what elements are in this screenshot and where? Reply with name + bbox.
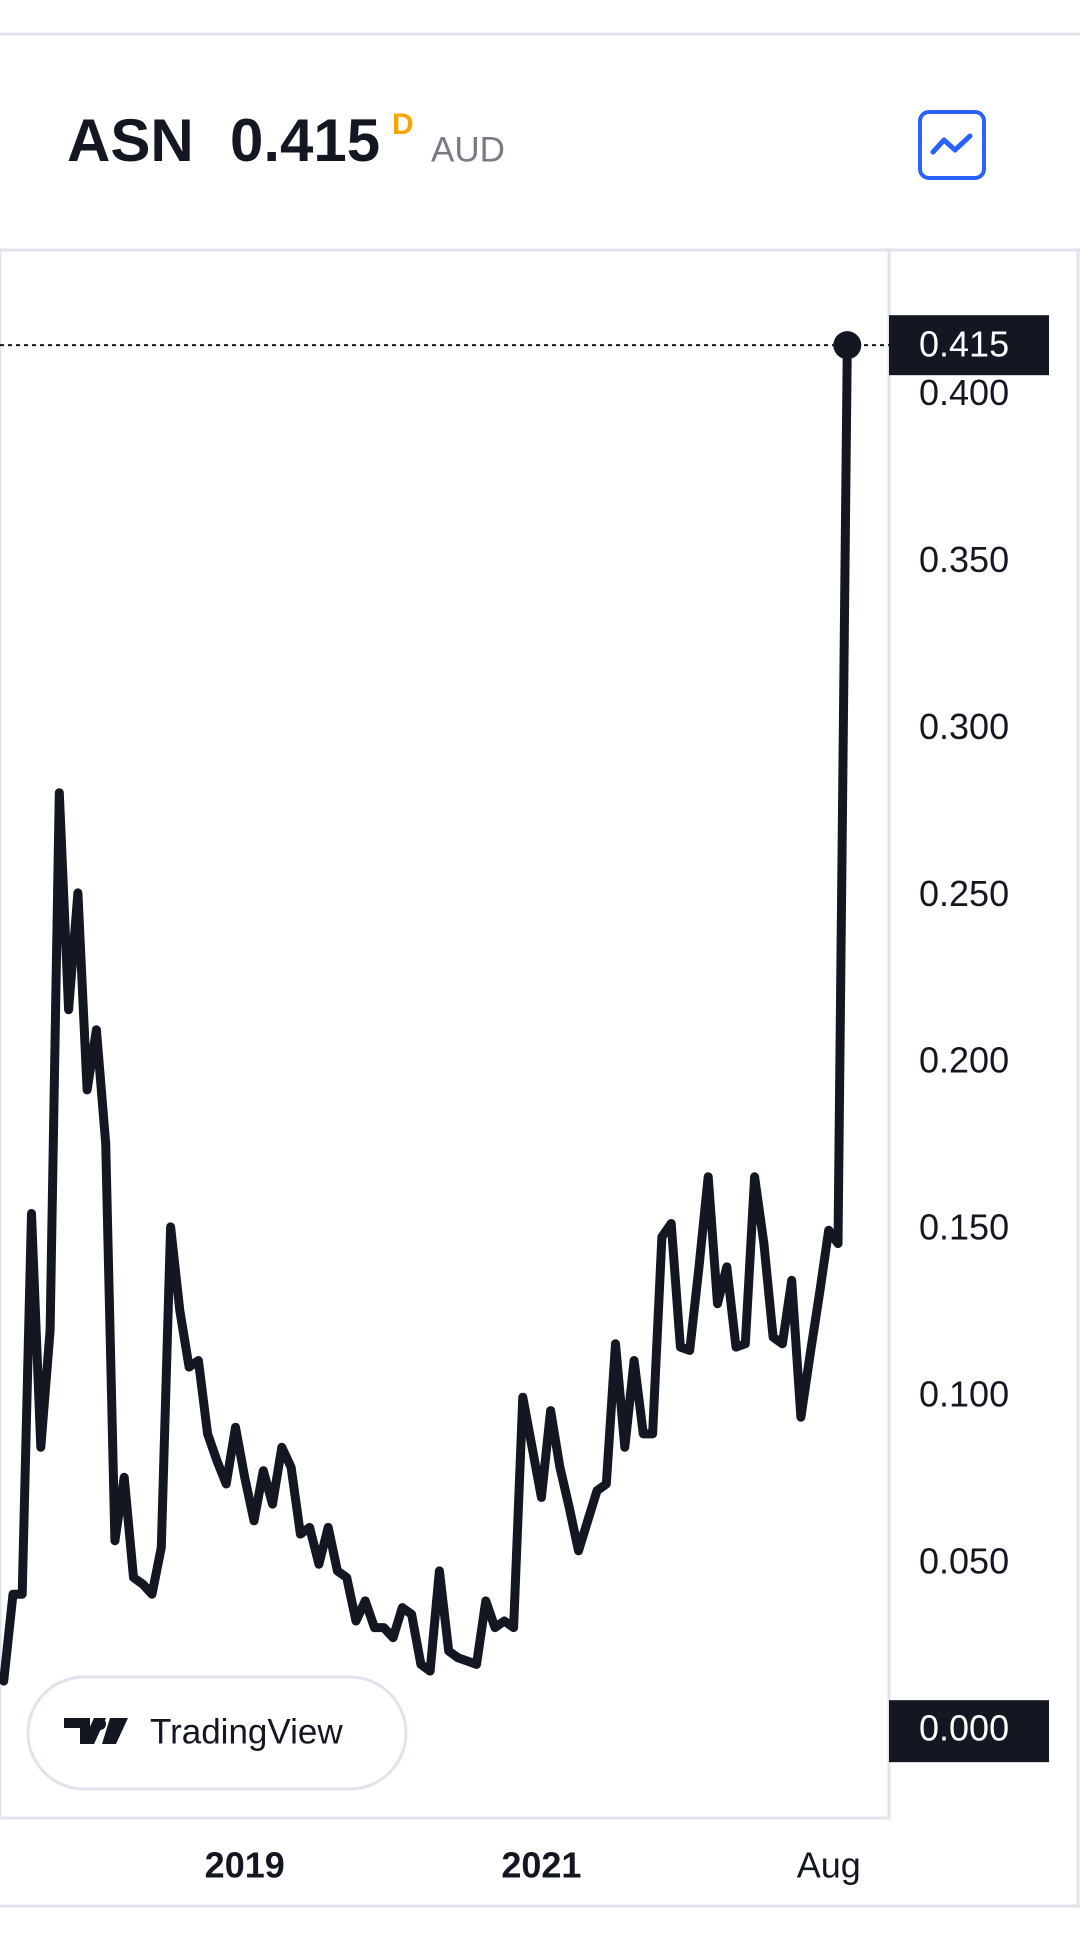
y-tick-label: 0.300 — [919, 706, 1009, 747]
y-tick-label: 0.200 — [919, 1040, 1009, 1081]
logo — [64, 1718, 128, 1744]
last-price-label: 0.415 — [919, 324, 1009, 365]
symbol: ASN — [67, 107, 194, 174]
badge-frame[interactable] — [26, 1675, 408, 1791]
y-tick-label: 0.150 — [919, 1207, 1009, 1248]
watermark-text: TradingView — [150, 1712, 343, 1751]
y-tick-label: 0.000 — [919, 1708, 1009, 1749]
y-tick-label: 0.250 — [919, 873, 1009, 914]
watermark-badge[interactable]: TradingView — [26, 1675, 408, 1791]
y-tick-label: 0.100 — [919, 1374, 1009, 1415]
y-tick-box — [889, 1700, 1049, 1763]
button-frame[interactable] — [918, 110, 986, 180]
y-tick-label: 0.050 — [919, 1541, 1009, 1582]
x-tick-label: Aug — [797, 1845, 861, 1886]
logo-dot — [94, 1718, 106, 1730]
last-point — [833, 331, 862, 360]
interval: D — [392, 108, 414, 141]
axes: 0.000 0.050 0.100 0.150 0.200 0.250 0.300 0.350… — [205, 315, 1049, 1886]
button-icon[interactable] — [930, 133, 973, 155]
currency: AUD — [431, 130, 505, 169]
last-price-box — [889, 315, 1049, 376]
x-tick-label: 2021 — [501, 1845, 581, 1886]
plot-frame — [0, 248, 891, 1820]
y-tick-label: 0.400 — [919, 372, 1009, 413]
header: ASN 0.415 D AUD — [67, 107, 986, 180]
y-tick-label: 0.350 — [919, 539, 1009, 580]
x-tick-label: 2019 — [205, 1845, 285, 1886]
chart-type-button[interactable] — [918, 110, 986, 180]
plot — [0, 331, 889, 1686]
price-line — [0, 340, 852, 1686]
price: 0.415 — [230, 107, 380, 174]
